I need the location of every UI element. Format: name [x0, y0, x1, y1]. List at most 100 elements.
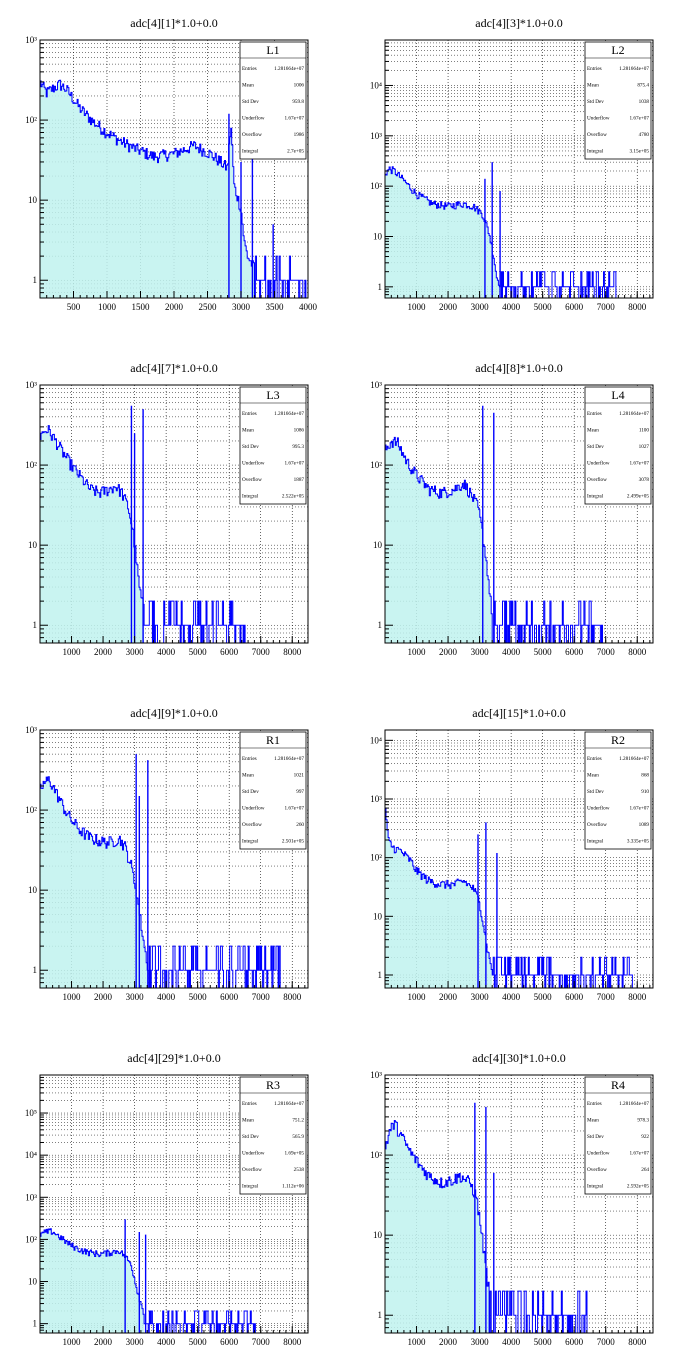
- x-tick-label: 2000: [439, 992, 458, 1002]
- stats-label: Entries: [242, 411, 257, 417]
- stats-box-title: L3: [266, 388, 279, 402]
- stats-label: Mean: [587, 1118, 599, 1124]
- y-tick-label: 10³: [25, 1192, 37, 1202]
- stats-value: 1.67e+07: [285, 806, 305, 812]
- x-tick-label: 1500: [132, 302, 151, 312]
- stats-box: [584, 1076, 652, 1195]
- stats-box-title: L1: [266, 43, 279, 57]
- histogram-pad: adc[4][1]*1.0+0.0 500 1000 1500 2000 2500 3000…: [25, 16, 317, 312]
- stats-value: 1.281664e+07: [619, 1101, 649, 1107]
- stats-box: [239, 1076, 307, 1195]
- x-tick-label: 8000: [628, 302, 647, 312]
- stats-value: 922: [641, 1134, 649, 1140]
- x-tick-label: 4000: [502, 1337, 521, 1347]
- x-tick-label: 6000: [565, 1337, 584, 1347]
- y-tick-label: 10³: [370, 131, 382, 141]
- histogram-fill: [40, 1228, 145, 1333]
- x-tick-label: 6000: [220, 1337, 239, 1347]
- histogram-fill: [385, 166, 500, 298]
- stats-label: Overflow: [242, 476, 262, 483]
- stats-value: 995.3: [292, 444, 304, 450]
- stats-value: 1.67e+07: [630, 806, 650, 812]
- histogram-fill: [385, 808, 493, 988]
- y-tick-label: 10³: [370, 794, 382, 804]
- stats-label: Integral: [587, 494, 604, 500]
- y-tick-label: 1: [33, 965, 38, 975]
- stats-box-title: R2: [611, 733, 625, 747]
- stats-box: [584, 731, 652, 850]
- stats-label: Integral: [587, 149, 604, 155]
- stats-label: Std Dev: [587, 1134, 604, 1140]
- stats-value: 1086: [294, 428, 305, 434]
- histogram-fill: [40, 776, 148, 988]
- stats-value: 1.281664e+07: [274, 66, 304, 72]
- stats-value: 1.281664e+07: [619, 756, 649, 762]
- x-tick-label: 4000: [157, 647, 176, 657]
- x-tick-label: 7000: [252, 647, 270, 657]
- stats-label: Overflow: [587, 476, 607, 483]
- y-tick-label: 10⁴: [370, 735, 382, 745]
- histogram-plot: 1000 2000 3000 4000 5000 6000 7000 8000 1 10 10² 10…: [370, 729, 654, 1002]
- stats-value: 3.335e+05: [627, 839, 649, 845]
- stats-value: 1027: [639, 444, 650, 450]
- stats-value: 1.67e+07: [285, 461, 305, 467]
- histogram-fill: [385, 1120, 490, 1333]
- y-tick-label: 10: [373, 911, 383, 921]
- plot-frame: [39, 384, 309, 644]
- stats-value: 1.281664e+07: [619, 411, 649, 417]
- x-tick-label: 6000: [220, 992, 239, 1002]
- x-tick-label: 5000: [534, 1337, 553, 1347]
- x-tick-label: 2500: [199, 302, 218, 312]
- stats-value: 910: [641, 789, 649, 795]
- stats-label: Entries: [587, 411, 602, 417]
- stats-value: 2.522e+05: [282, 494, 304, 500]
- histogram-line: [39, 1228, 308, 1334]
- stats-label: Underflow: [242, 115, 265, 122]
- histogram-title: adc[4][3]*1.0+0.0: [475, 16, 563, 30]
- stats-label: Std Dev: [242, 99, 259, 105]
- stats-label: Std Dev: [242, 789, 259, 795]
- stats-value: 1.67e+07: [630, 1151, 650, 1157]
- x-tick-label: 5000: [534, 647, 553, 657]
- histogram-pad: adc[4][8]*1.0+0.0 1000 2000 3000 4000 5000 600…: [370, 361, 654, 657]
- stats-label: Integral: [242, 839, 259, 845]
- y-tick-label: 10²: [370, 853, 382, 863]
- stats-label: Underflow: [587, 460, 610, 467]
- stats-label: Entries: [587, 1101, 602, 1107]
- stats-label: Overflow: [587, 1166, 607, 1173]
- stats-value: 875.4: [637, 83, 649, 89]
- y-tick-label: 10³: [370, 1070, 382, 1080]
- y-tick-label: 10⁴: [25, 1150, 37, 1160]
- stats-value: 997: [296, 789, 304, 795]
- x-tick-label: 2000: [439, 1337, 458, 1347]
- y-tick-label: 10: [373, 231, 383, 241]
- x-tick-label: 5000: [189, 992, 208, 1002]
- y-tick-label: 1: [378, 282, 383, 292]
- stats-box: [584, 41, 652, 160]
- stats-value: 1089: [639, 822, 650, 828]
- stats-label: Overflow: [587, 821, 607, 828]
- stats-label: Overflow: [242, 131, 262, 138]
- stats-label: Integral: [242, 1184, 259, 1190]
- stats-value: 3078: [639, 477, 650, 483]
- stats-value: 4780: [639, 132, 650, 138]
- x-tick-label: 8000: [283, 1337, 302, 1347]
- stats-label: Mean: [242, 773, 254, 779]
- stats-value: 1887: [294, 477, 305, 483]
- x-tick-label: 1000: [63, 1337, 82, 1347]
- y-tick-label: 10: [28, 195, 38, 205]
- stats-label: Overflow: [242, 1166, 262, 1173]
- y-tick-label: 1: [378, 620, 383, 630]
- histogram-title: adc[4][30]*1.0+0.0: [472, 1051, 566, 1065]
- stats-value: 260: [296, 822, 304, 828]
- stats-label: Integral: [242, 149, 259, 155]
- stats-value: 1021: [294, 773, 305, 779]
- x-tick-label: 4000: [502, 647, 521, 657]
- stats-value: 3.15e+05: [630, 149, 650, 155]
- histogram-plot: 1000 2000 3000 4000 5000 6000 7000 8000 1 10 10² 10…: [25, 1074, 309, 1347]
- x-tick-label: 2000: [94, 647, 113, 657]
- stats-box: [584, 386, 652, 505]
- stats-value: 1038: [639, 99, 650, 105]
- stats-box-title: R3: [266, 1078, 280, 1092]
- plot-frame: [384, 39, 654, 299]
